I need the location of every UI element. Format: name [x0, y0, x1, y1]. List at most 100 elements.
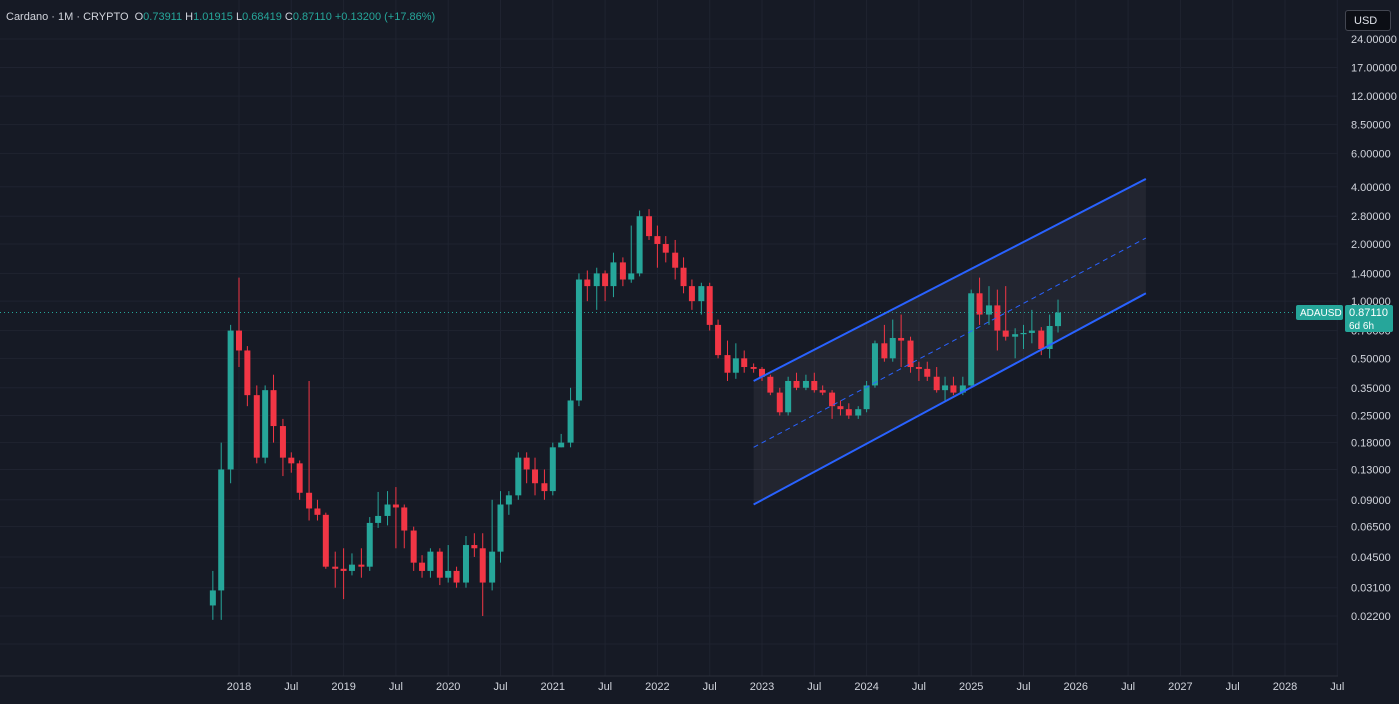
candle — [497, 491, 504, 563]
candle — [968, 289, 975, 388]
candle-body — [724, 355, 731, 373]
candle-body — [793, 380, 800, 388]
channel-middle-line[interactable] — [753, 237, 1147, 448]
candle — [950, 376, 957, 396]
candle-body — [933, 376, 940, 391]
candle-body — [837, 406, 844, 410]
candle — [332, 551, 339, 588]
candle-body — [968, 293, 975, 386]
candle-body — [654, 236, 661, 244]
candle — [698, 282, 705, 315]
high-value: 1.01915 — [193, 11, 233, 23]
candle — [593, 267, 600, 310]
candle — [479, 533, 486, 616]
channel-lower-line[interactable] — [753, 292, 1147, 506]
candle — [262, 385, 269, 464]
candle — [636, 210, 643, 277]
candle — [750, 363, 757, 373]
candle-body — [767, 376, 774, 393]
candle — [715, 319, 722, 359]
candle — [471, 533, 478, 557]
time-tick-label: 2025 — [959, 681, 983, 693]
candle — [907, 336, 914, 373]
candle-body — [445, 570, 452, 578]
candle-body — [427, 551, 434, 571]
price-tick-label: 0.02200 — [1351, 611, 1391, 623]
candle-body — [262, 390, 269, 458]
candle-body — [819, 390, 826, 393]
time-tick-label: Jul — [1121, 681, 1135, 693]
candle-body — [479, 548, 486, 583]
candle — [680, 257, 687, 294]
candle — [985, 286, 992, 325]
candle-body — [453, 570, 460, 583]
candle-body — [227, 330, 234, 470]
candle-body — [863, 385, 870, 410]
candle-body — [845, 409, 852, 416]
candle — [811, 372, 818, 393]
symbol-name[interactable]: Cardano — [6, 11, 49, 23]
candle — [515, 452, 522, 500]
channel-upper-line[interactable] — [753, 178, 1147, 382]
candle — [489, 499, 496, 591]
time-tick-label: 2021 — [541, 681, 565, 693]
time-axis[interactable]: 2018 Jul 2019 Jul 2020 Jul 2021 Jul 2022 Jul 2023 J… — [0, 675, 1344, 693]
candle — [306, 380, 313, 521]
candle-body — [871, 343, 878, 386]
price-tick-label: 0.25000 — [1351, 411, 1391, 423]
candle — [829, 390, 836, 419]
price-tick-label: 0.13000 — [1351, 464, 1391, 476]
candle — [549, 442, 556, 496]
candle-body — [610, 262, 617, 287]
price-tick-label: 6.00000 — [1351, 148, 1391, 160]
candle-body — [802, 380, 809, 388]
candle-body — [829, 392, 836, 407]
price-tick-label: 8.50000 — [1351, 120, 1391, 132]
candle-body — [811, 380, 818, 391]
candle — [767, 374, 774, 396]
candle-body — [471, 545, 478, 549]
candle — [401, 504, 408, 549]
currency-button[interactable]: USD — [1345, 10, 1391, 31]
candle-body — [419, 562, 426, 571]
time-tick-label: 2027 — [1168, 681, 1192, 693]
candle — [427, 548, 434, 578]
time-tick-label: Jul — [389, 681, 403, 693]
candle — [706, 282, 713, 331]
candle — [889, 319, 896, 362]
candle — [881, 324, 888, 362]
candle-body — [732, 358, 739, 373]
candle — [628, 225, 635, 283]
candle — [584, 270, 591, 302]
candle-body — [680, 267, 687, 287]
candle — [244, 346, 251, 407]
price-tick-label: 17.00000 — [1351, 62, 1397, 74]
price-axis[interactable]: 24.00000 17.00000 12.00000 8.50000 6.00000 4.… — [1338, 0, 1399, 704]
candle — [209, 570, 216, 620]
channel-lines — [753, 178, 1147, 506]
candle — [296, 460, 303, 500]
candle-body — [942, 385, 949, 391]
price-tick-label: 0.50000 — [1351, 353, 1391, 365]
time-tick-label: 2019 — [331, 681, 355, 693]
candle-body — [279, 426, 286, 458]
candle — [340, 548, 347, 600]
symbol-legend[interactable]: Cardano · 1M · CRYPTO O0.73911 H1.01915 … — [6, 11, 435, 23]
candle — [863, 380, 870, 413]
change-value: +0.13200 (+17.86%) — [334, 11, 436, 23]
channel-fill — [753, 178, 1146, 505]
candles — [209, 209, 1062, 620]
candle — [392, 487, 399, 549]
close-value: 0.87110 — [292, 11, 332, 23]
candle-body — [541, 483, 548, 492]
candle — [505, 491, 512, 515]
ticker-badge — [1296, 305, 1343, 320]
low-value: 0.68419 — [242, 11, 282, 23]
candle-body — [505, 495, 512, 505]
candle-body — [950, 385, 957, 393]
ticker-badge-label: ADAUSD — [1300, 308, 1342, 319]
candle — [358, 548, 365, 578]
price-axis-bg — [1338, 0, 1399, 704]
